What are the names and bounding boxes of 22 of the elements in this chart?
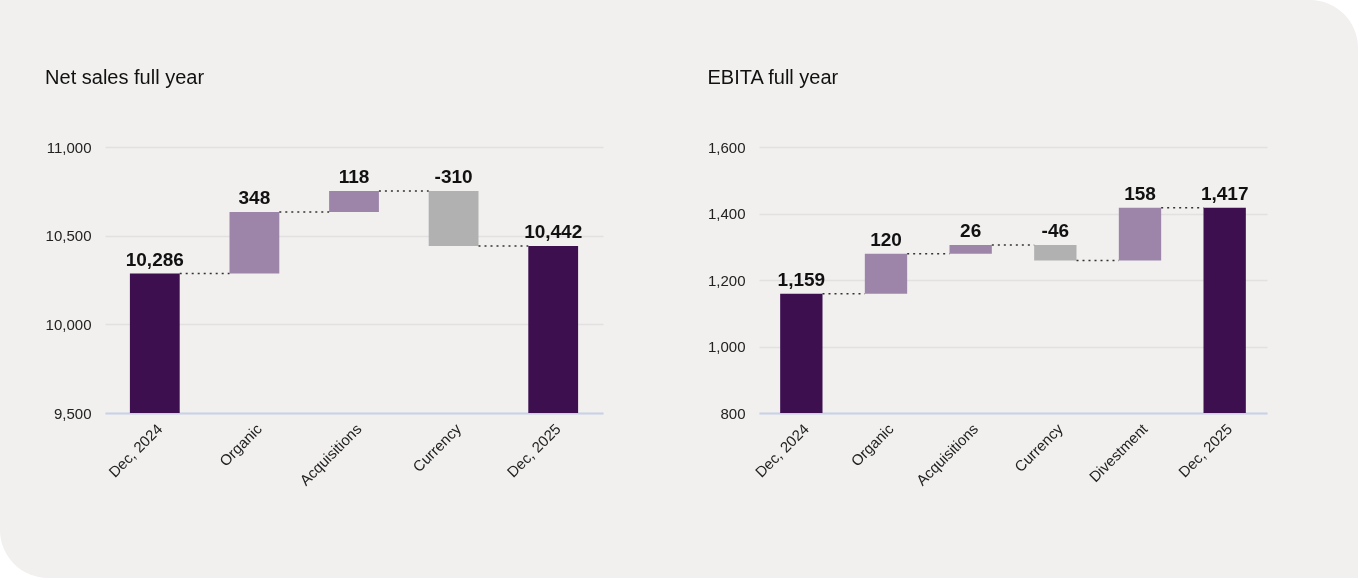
data-label: 10,442	[524, 220, 583, 242]
chart-title: EBITA full year	[707, 66, 839, 88]
data-label: 120	[870, 228, 902, 250]
data-label: 10,286	[125, 248, 184, 270]
y-tick-label: 10,000	[45, 315, 92, 333]
y-tick-label: 9,500	[53, 404, 92, 422]
chart-title: Net sales full year	[45, 66, 205, 88]
y-tick-label: 1,600	[707, 138, 746, 156]
data-label: 1,417	[1200, 182, 1249, 204]
y-tick-label: 11,000	[46, 138, 92, 156]
data-label: 348	[238, 186, 271, 208]
data-label: 158	[1124, 182, 1156, 204]
data-label: 118	[338, 165, 370, 187]
data-label: 26	[960, 220, 982, 242]
y-tick-label: 800	[720, 404, 746, 422]
y-tick-label: 1,200	[707, 271, 746, 289]
y-tick-label: 10,500	[45, 227, 92, 245]
data-label: -46	[1041, 220, 1070, 242]
data-label: 1,159	[777, 268, 826, 290]
y-tick-label: 1,400	[707, 205, 746, 222]
data-label: -310	[434, 165, 473, 187]
y-tick-label: 1,000	[707, 338, 746, 355]
